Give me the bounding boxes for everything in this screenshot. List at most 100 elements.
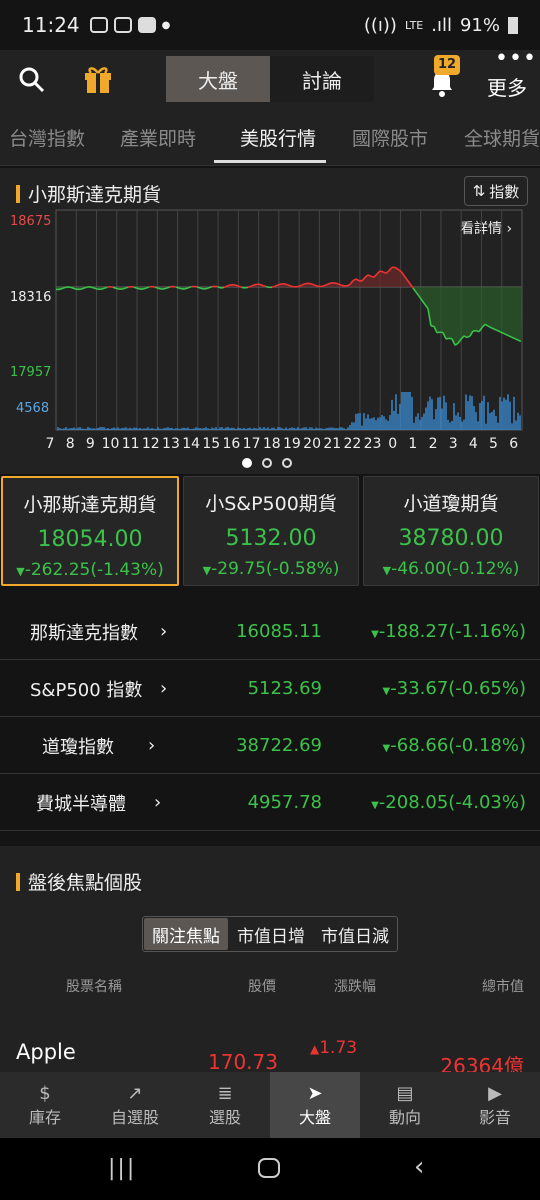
accent-bar	[16, 873, 20, 891]
card-sp500-futures[interactable]: 小S&P500期貨 5132.00 ▼-29.75(-0.58%)	[183, 476, 359, 586]
nav-video[interactable]: ▶ 影音	[450, 1072, 540, 1138]
x-tick-label: 3	[449, 436, 458, 452]
gift-icon[interactable]	[82, 63, 114, 95]
news-icon: ▤	[396, 1083, 413, 1104]
index-row-nasdaq[interactable]: 那斯達克指數 › 16085.11 ▼-188.27(-1.16%)	[0, 604, 540, 660]
price-segment	[185, 288, 188, 289]
x-tick-label: 19	[283, 436, 301, 452]
price-segment	[155, 287, 158, 288]
tab-us-stocks[interactable]: 美股行情	[222, 124, 334, 151]
recent-apps-icon[interactable]: |||	[108, 1156, 136, 1181]
price-segment	[254, 284, 257, 285]
price-segment	[143, 288, 146, 289]
price-segment	[116, 288, 119, 289]
play-icon: ▶	[488, 1083, 502, 1104]
x-tick-label: 9	[86, 436, 95, 452]
card-change-wrap: ▼-262.25(-1.43%)	[16, 560, 164, 580]
nav-screener[interactable]: ≣ 選股	[180, 1072, 270, 1138]
clock: 11:24	[22, 13, 80, 37]
price-segment	[227, 285, 230, 286]
price-segment	[266, 287, 269, 288]
price-segment	[164, 288, 167, 289]
status-bar: 11:24 ● ((ı)) LTE .ıll 91%	[0, 0, 540, 50]
after-hours-tabs: 關注焦點 市值日增 市值日減	[142, 916, 398, 952]
index-change: -68.66(-0.18%)	[390, 735, 526, 756]
price-segment	[74, 288, 77, 289]
market-discussion-switch: 大盤 討論	[166, 56, 374, 102]
price-segment	[290, 286, 293, 287]
tab-global-futures[interactable]: 全球期貨	[446, 124, 540, 151]
index-change-wrap: ▼-33.67(-0.65%)	[383, 678, 526, 699]
price-segment	[314, 285, 317, 286]
nav-label: 動向	[389, 1104, 421, 1128]
search-icon[interactable]	[18, 66, 46, 94]
home-icon[interactable]	[258, 1158, 280, 1178]
index-value: 38722.69	[236, 735, 322, 756]
chevron-right-icon: ›	[154, 792, 161, 813]
chevron-right-icon: ›	[148, 735, 155, 756]
card-name: 小S&P500期貨	[205, 489, 337, 516]
volume-label: 4568	[16, 401, 49, 416]
chevron-right-icon: ›	[160, 621, 167, 642]
price-segment	[134, 287, 137, 288]
chart-canvas: 18675 18316 17957 4568 7 8 9 10 11 12 13 14 15 16…	[0, 168, 540, 458]
price-segment	[65, 287, 68, 288]
seg-market[interactable]: 大盤	[166, 56, 270, 102]
dot-inactive[interactable]	[262, 458, 272, 468]
wifi-icon: ((ı))	[364, 15, 397, 36]
index-row-sp500[interactable]: S&P500 指數 › 5123.69 ▼-33.67(-0.65%)	[0, 661, 540, 717]
card-change-wrap: ▼-46.00(-0.12%)	[383, 559, 520, 579]
nav-label: 選股	[209, 1104, 241, 1128]
price-segment	[179, 288, 182, 289]
more-label[interactable]: 更多	[487, 72, 527, 101]
tab-industry[interactable]: 產業即時	[94, 124, 222, 151]
futures-cards: 小那斯達克期貨 18054.00 ▼-262.25(-1.43%) 小S&P50…	[0, 476, 540, 586]
nav-inventory[interactable]: $ 庫存	[0, 1072, 90, 1138]
price-segment	[167, 287, 170, 288]
tab-cap-down[interactable]: 市值日減	[313, 917, 397, 951]
line-icon	[90, 17, 108, 33]
tab-focus[interactable]: 關注焦點	[144, 918, 228, 950]
price-segment	[287, 285, 290, 286]
x-tick-label: 13	[162, 436, 180, 452]
price-segment	[146, 287, 149, 288]
tab-cap-up[interactable]: 市值日增	[229, 917, 313, 951]
card-value: 18054.00	[38, 527, 143, 552]
card-dow-futures[interactable]: 小道瓊期貨 38780.00 ▼-46.00(-0.12%)	[363, 476, 539, 586]
price-segment	[206, 288, 209, 289]
stock-change: 1.73	[319, 1038, 357, 1058]
price-segment	[197, 287, 200, 288]
card-change: -29.75(-0.58%)	[211, 559, 339, 579]
nav-trend[interactable]: ▤ 動向	[360, 1072, 450, 1138]
nav-watchlist[interactable]: ↗ 自選股	[90, 1072, 180, 1138]
tab-intl-markets[interactable]: 國際股市	[334, 124, 446, 151]
price-segment	[173, 286, 176, 287]
nav-label: 影音	[479, 1104, 511, 1128]
stock-row[interactable]: Apple 170.73 ▲1.73 26364億	[0, 1032, 540, 1072]
after-hours-header: 盤後焦點個股	[16, 868, 142, 895]
col-name: 股票名稱	[66, 976, 122, 996]
more-dots-icon[interactable]: •••	[495, 46, 537, 71]
dot-inactive[interactable]	[282, 458, 292, 468]
seg-discussion[interactable]: 討論	[270, 56, 374, 102]
dot-active[interactable]	[242, 458, 252, 468]
card-nasdaq-futures[interactable]: 小那斯達克期貨 18054.00 ▼-262.25(-1.43%)	[1, 476, 179, 586]
nav-market[interactable]: ➤ 大盤	[270, 1072, 360, 1138]
chevron-right-icon: ›	[160, 678, 167, 699]
system-nav-bar: ||| ‹	[0, 1138, 540, 1200]
tab-taiwan-index[interactable]: 台灣指數	[0, 124, 94, 151]
index-row-sox[interactable]: 費城半導體 › 4957.78 ▼-208.05(-4.03%)	[0, 775, 540, 831]
price-segment	[302, 284, 305, 285]
index-row-dow[interactable]: 道瓊指數 › 38722.69 ▼-68.66(-0.18%)	[0, 718, 540, 774]
price-segment	[278, 284, 281, 285]
col-change: 漲跌幅	[334, 976, 376, 996]
price-segment	[446, 338, 449, 339]
x-tick-label: 2	[429, 436, 438, 452]
x-tick-label: 23	[364, 436, 382, 452]
down-arrow-icon: ▼	[371, 800, 379, 811]
navigation-arrow-icon: ➤	[307, 1083, 322, 1104]
price-segment	[113, 287, 116, 288]
youtube-icon	[138, 17, 156, 33]
back-icon[interactable]: ‹	[414, 1152, 424, 1182]
price-segment	[317, 286, 320, 287]
